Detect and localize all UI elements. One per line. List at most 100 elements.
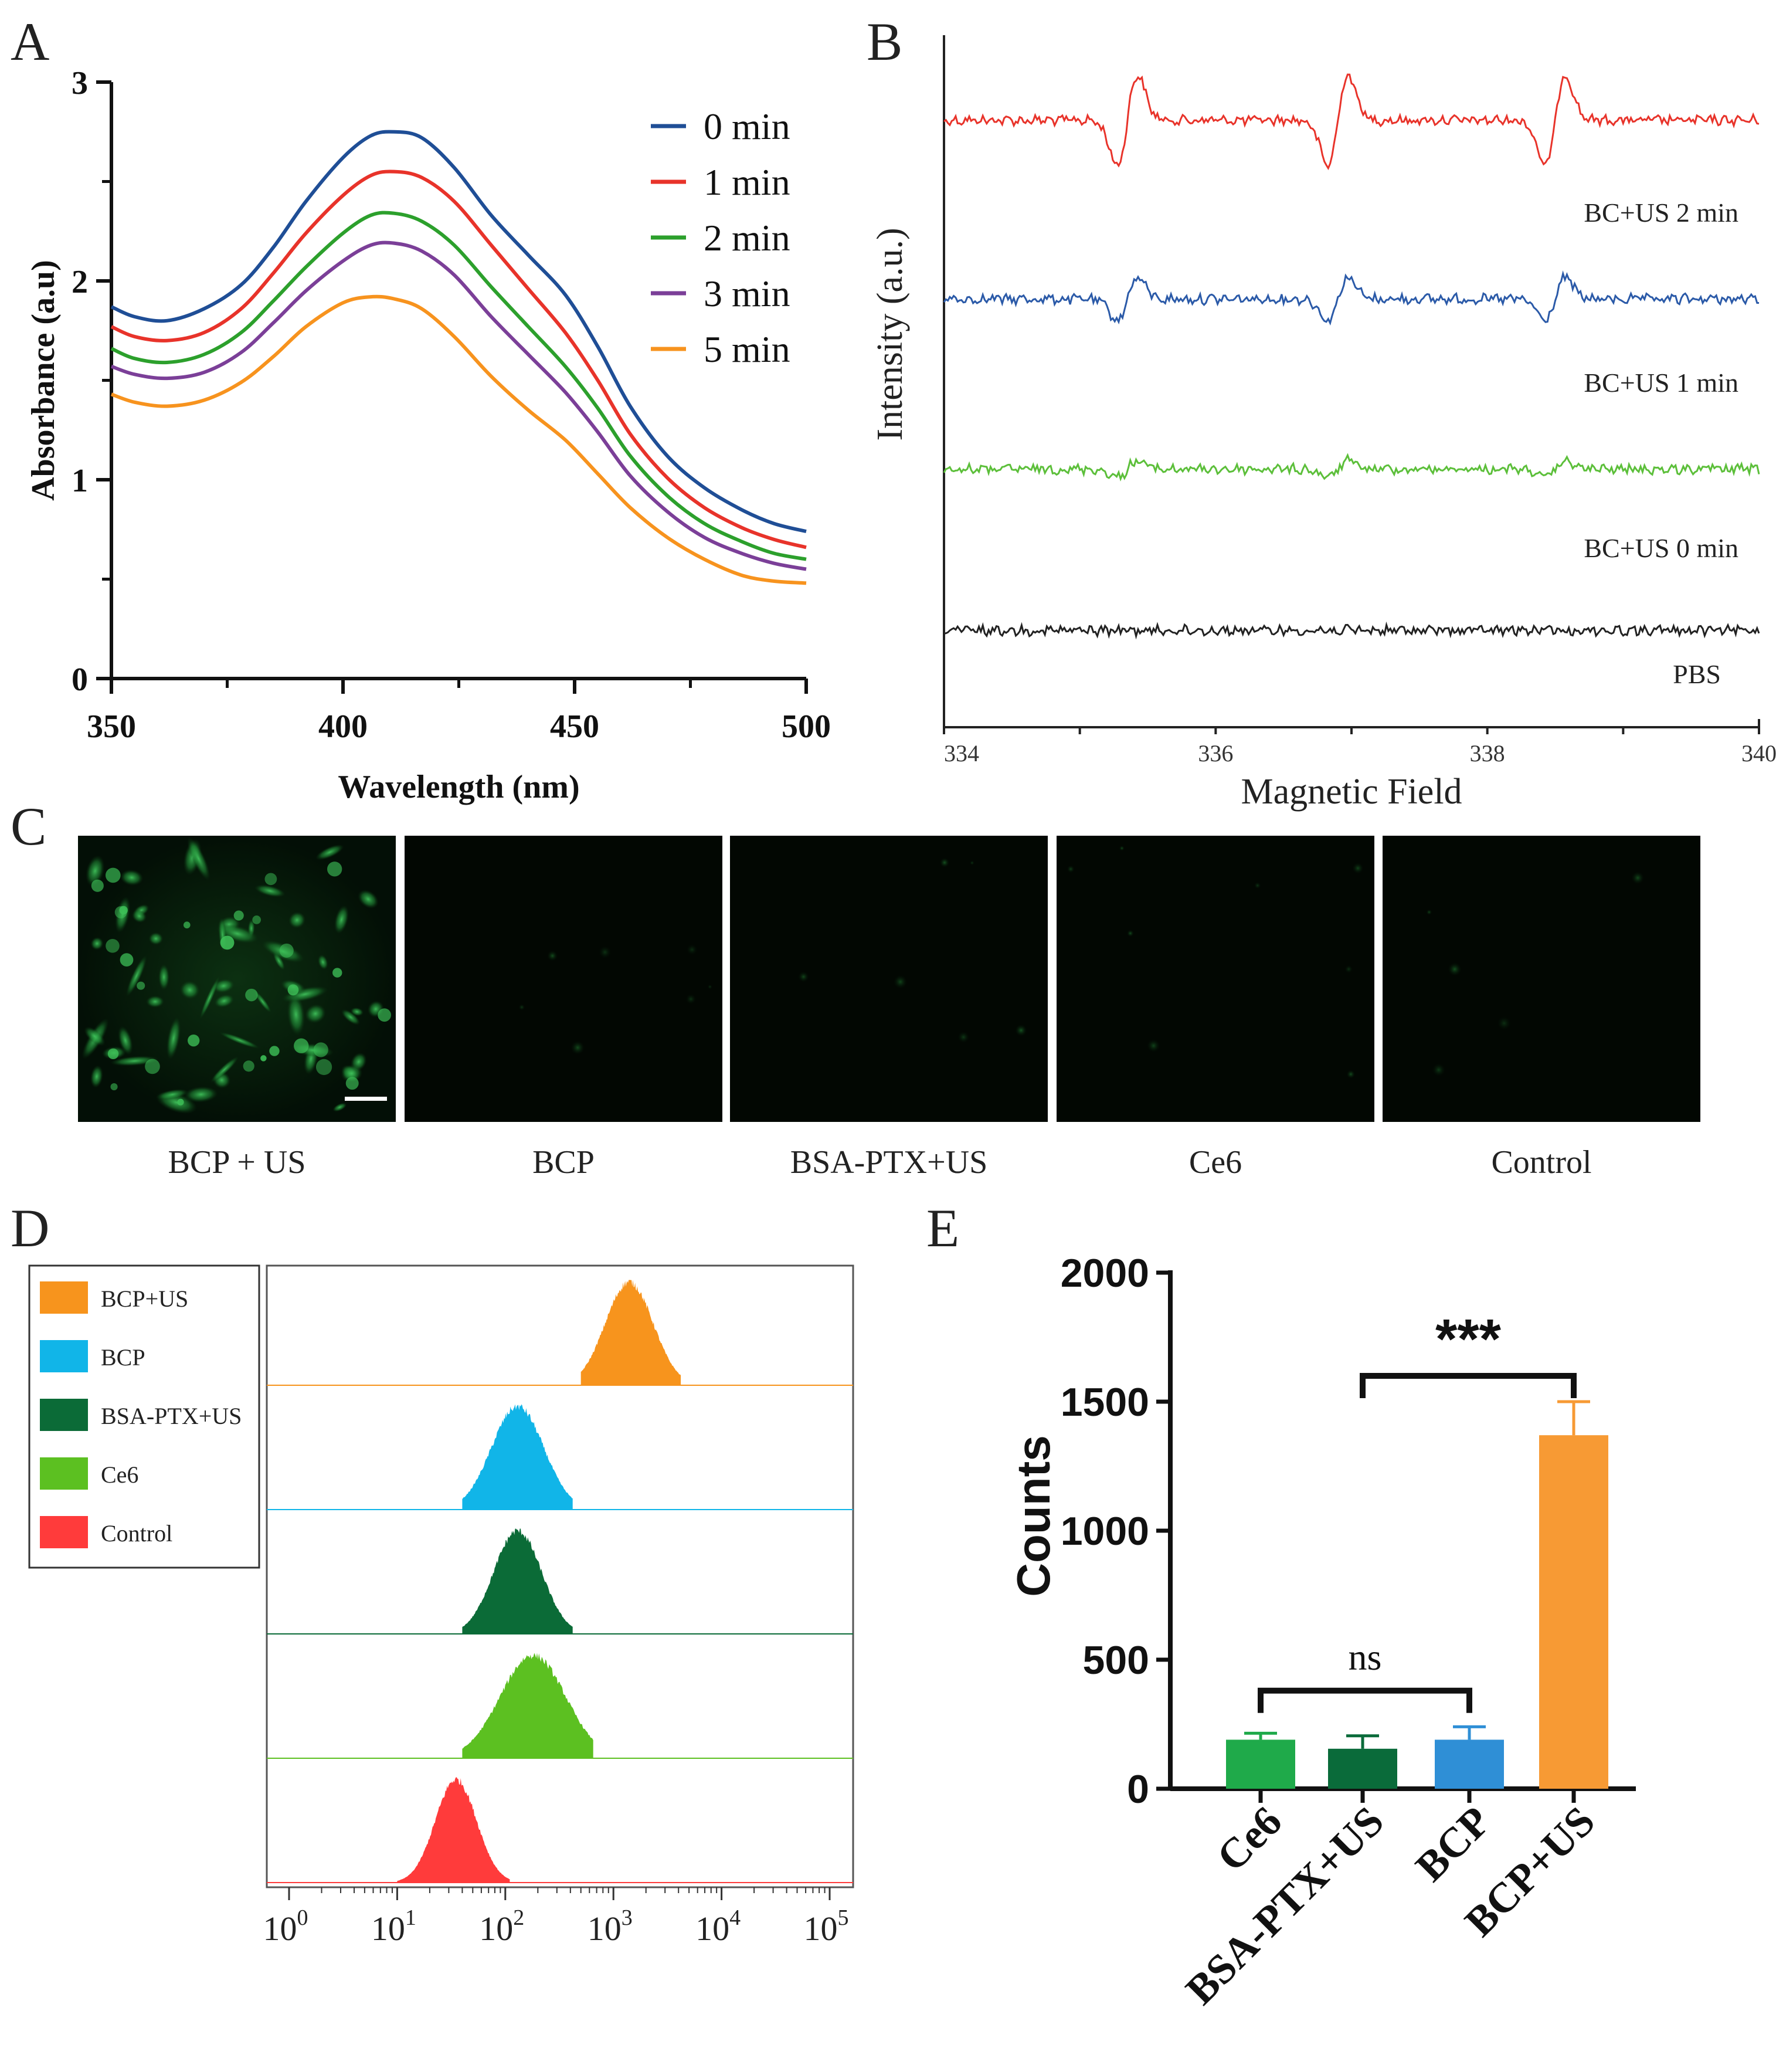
fluorescent-spot xyxy=(279,943,294,958)
flow-x-tick-base: 10 xyxy=(371,1910,405,1948)
fluorescent-cell xyxy=(146,995,165,1008)
epr-x-tick-label: 338 xyxy=(1470,740,1505,767)
panel-a: A 350 400 450 500 0 1 2 3 0 min 1 min 2 min 3 min 5… xyxy=(11,12,831,805)
absorbance-legend-label: 5 min xyxy=(704,328,790,370)
flow-x-tick-label: 103 xyxy=(588,1905,633,1948)
flow-x-tick-base: 10 xyxy=(479,1910,513,1948)
fluorescence-image-label: BCP + US xyxy=(168,1144,306,1181)
epr-x-tick-label: 334 xyxy=(944,740,979,767)
flow-histogram-BCP-US xyxy=(580,1280,681,1385)
faint-spot xyxy=(1352,862,1364,874)
fluorescent-spot xyxy=(345,1077,359,1090)
faint-spot xyxy=(957,1031,970,1043)
faint-spot xyxy=(685,993,697,1005)
fluorescent-spot xyxy=(188,1035,200,1047)
absorbance-y-tick-label: 1 xyxy=(72,463,88,499)
faint-spot xyxy=(1346,1070,1356,1079)
fluorescent-spot xyxy=(120,953,134,967)
fluorescence-image-background xyxy=(730,836,1048,1122)
faint-spot xyxy=(1497,1016,1512,1030)
faint-spot xyxy=(707,984,712,989)
fluorescent-cell xyxy=(90,937,104,950)
fluorescent-cell xyxy=(199,976,220,1019)
fluorescent-cell xyxy=(214,994,235,1008)
fluorescent-spot xyxy=(264,873,277,886)
fluorescent-cell xyxy=(148,932,164,945)
fluorescent-spot xyxy=(260,1055,267,1062)
epr-trace-label: BC+US 0 min xyxy=(1584,533,1738,563)
fluorescence-image-2 xyxy=(405,836,722,1122)
fluorescent-spot xyxy=(107,1048,119,1060)
fluorescent-cell xyxy=(210,1056,239,1083)
fluorescent-spot xyxy=(183,921,191,929)
faint-spot xyxy=(571,1040,585,1055)
epr-x-tick-label: 340 xyxy=(1741,740,1776,767)
fluorescence-image-label: BCP xyxy=(532,1144,595,1181)
fluorescent-cell xyxy=(315,844,344,860)
flow-x-tick-label: 102 xyxy=(479,1905,524,1948)
flow-x-tick-label: 100 xyxy=(263,1905,308,1948)
fluorescent-spot xyxy=(332,968,342,978)
panel-c: C BCP + US BCP BSA-PTX+US Ce6 Control xyxy=(11,796,1700,1181)
fluorescence-image-5 xyxy=(1383,836,1700,1122)
flow-legend-swatch xyxy=(40,1340,88,1372)
flow-x-tick-exponent: 4 xyxy=(729,1905,741,1930)
counts-x-tick-label: Ce6 xyxy=(1208,1798,1291,1880)
fluorescent-cell xyxy=(84,1026,106,1046)
panel-b: B 334 336 338 340 BC+US 2 min BC+US 1 min BC+U… xyxy=(867,12,1776,812)
fluorescence-image-3 xyxy=(730,836,1048,1122)
fluorescent-cell xyxy=(254,884,286,897)
absorbance-x-tick-label: 400 xyxy=(318,708,368,745)
flow-histogram-Ce6 xyxy=(462,1653,593,1758)
flow-x-tick-exponent: 1 xyxy=(405,1905,416,1930)
fluorescent-spot xyxy=(327,862,342,877)
epr-trace-PBS xyxy=(943,621,1760,640)
faint-spot xyxy=(1067,865,1075,873)
panel-letter-b: B xyxy=(867,12,902,72)
fluorescent-spot xyxy=(243,1060,254,1072)
fluorescent-cell xyxy=(131,909,147,923)
fluorescent-cell xyxy=(317,954,328,970)
faint-spot xyxy=(1426,909,1432,915)
absorbance-series-5-min xyxy=(110,294,807,585)
panel-letter-a: A xyxy=(11,12,49,72)
epr-trace-label: PBS xyxy=(1673,659,1721,689)
fluorescence-image-background xyxy=(1383,836,1700,1122)
faint-spot xyxy=(939,857,950,868)
fluorescent-spot xyxy=(105,867,121,883)
epr-trace-label: BC+US 2 min xyxy=(1584,198,1738,228)
fluorescent-cell xyxy=(341,1009,361,1025)
counts-y-tick-label: 1000 xyxy=(1061,1509,1149,1554)
faint-spot xyxy=(1448,962,1462,976)
panel-letter-c: C xyxy=(11,796,46,856)
absorbance-legend-label: 3 min xyxy=(704,273,790,314)
faint-spot xyxy=(598,945,612,959)
flow-histogram-plot: 100 101 102 103 104 105 xyxy=(263,1264,854,1948)
counts-bar-Ce6 xyxy=(1226,1739,1295,1789)
fluorescent-spot xyxy=(313,1042,328,1057)
faint-spot xyxy=(1432,1063,1446,1077)
panel-letter-e: E xyxy=(926,1198,959,1258)
flow-x-tick-label: 104 xyxy=(695,1905,741,1948)
flow-x-tick-exponent: 5 xyxy=(838,1905,849,1930)
fluorescence-image-label: BSA-PTX+US xyxy=(790,1144,988,1181)
absorbance-x-axis-label: Wavelength (nm) xyxy=(338,769,579,805)
flow-legend-label: Control xyxy=(101,1520,172,1547)
fluorescent-spot xyxy=(145,1059,160,1074)
flow-legend-swatch xyxy=(40,1281,88,1314)
fluorescent-cell xyxy=(118,1026,133,1055)
fluorescent-cell xyxy=(341,1064,363,1083)
fluorescent-cell xyxy=(158,964,170,991)
flow-legend-label: BSA-PTX+US xyxy=(101,1403,242,1429)
fluorescent-cell xyxy=(187,837,210,881)
fluorescent-cell xyxy=(358,889,379,909)
faint-spot xyxy=(1344,965,1353,974)
fluorescence-image-4 xyxy=(1057,836,1374,1122)
epr-trace-BC+US-2-min xyxy=(943,73,1760,171)
absorbance-series-1-min xyxy=(110,169,807,550)
faint-spot xyxy=(518,1003,525,1010)
fluorescent-spot xyxy=(119,906,128,915)
flow-legend: BCP+US BCP BSA-PTX+US Ce6 Control xyxy=(28,1264,260,1569)
